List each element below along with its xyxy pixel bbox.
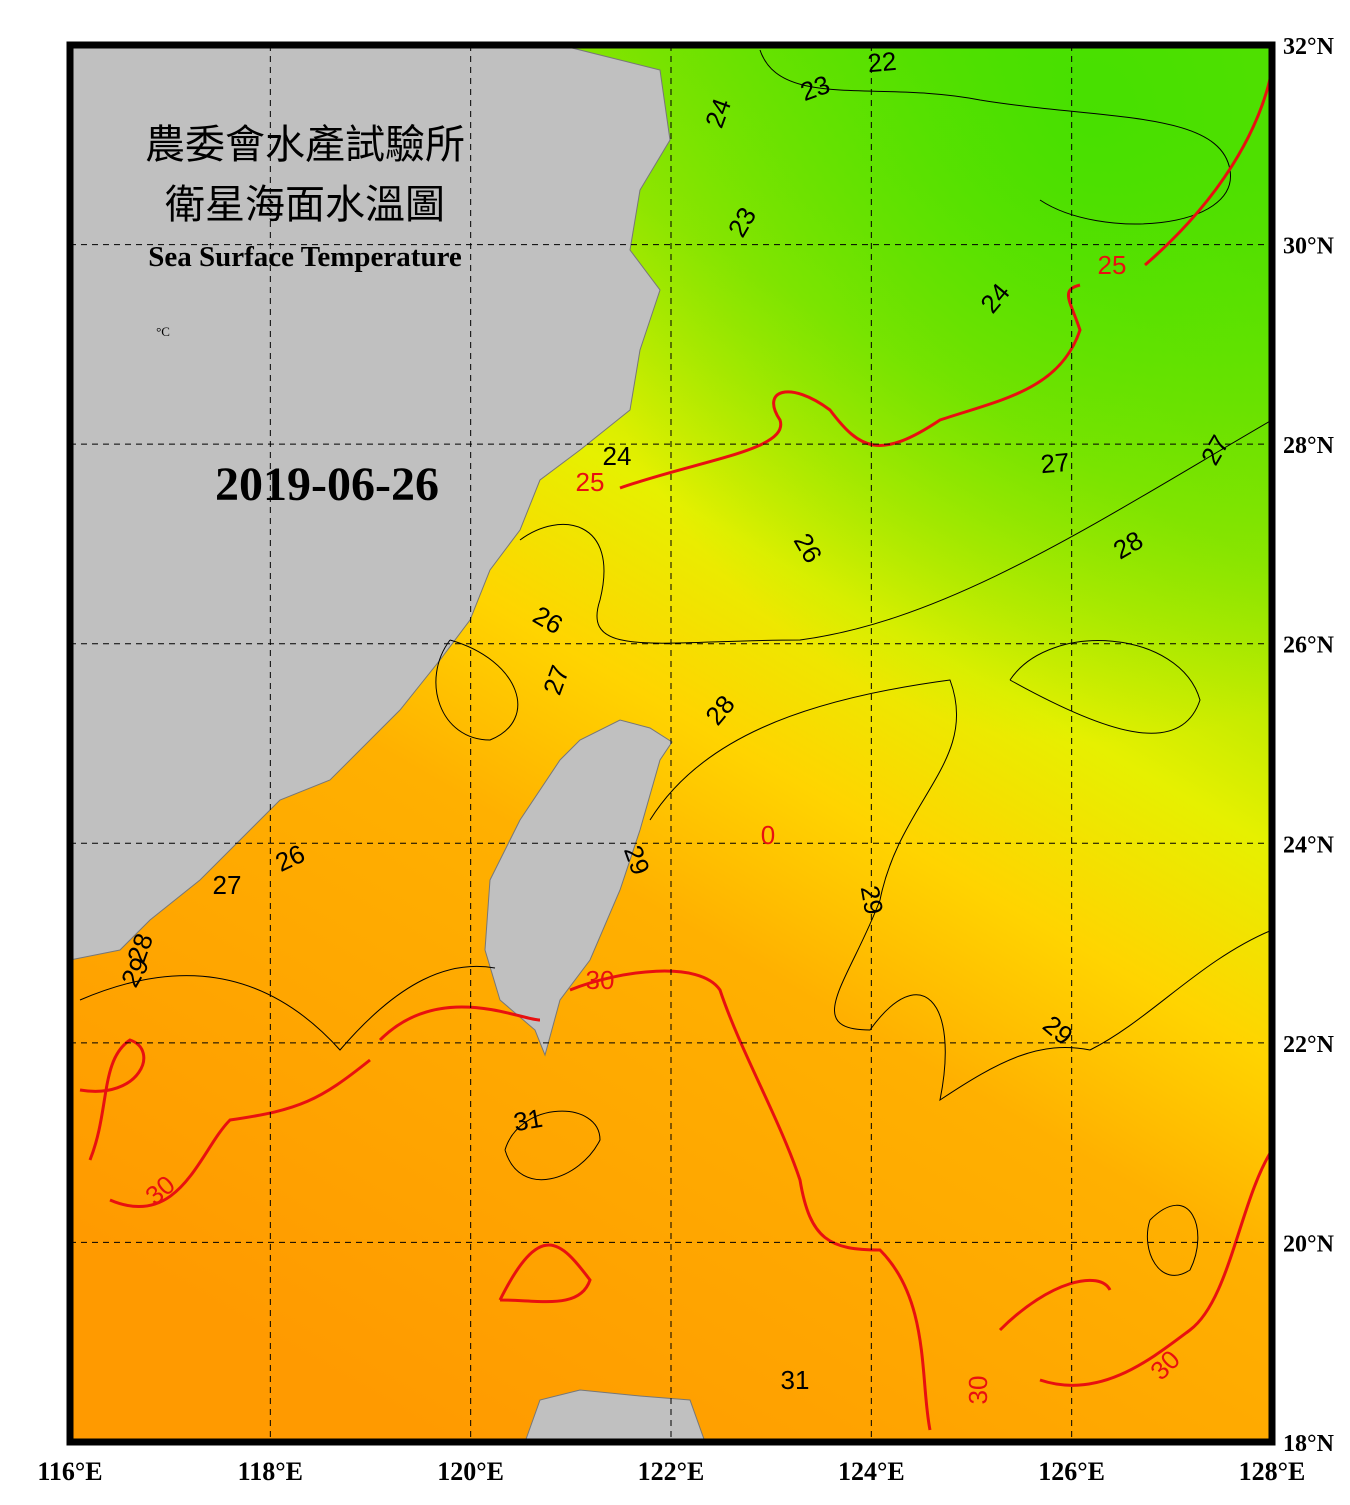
x-tick-label: 128°E <box>1239 1457 1306 1486</box>
contour-label: 25 <box>1098 250 1127 280</box>
colorbar-unit: °C <box>156 324 170 339</box>
contour-line <box>619 69 1272 490</box>
contour-line <box>649 679 1272 1102</box>
contours <box>79 49 1272 1276</box>
contour-line <box>435 639 519 741</box>
x-tick-label: 124°E <box>838 1457 905 1486</box>
x-tick-label: 118°E <box>238 1457 303 1486</box>
contour-label: 24 <box>603 441 632 471</box>
contour-label: 31 <box>511 1103 545 1138</box>
contour-line <box>79 965 496 1051</box>
y-tick-label: 26°N <box>1283 633 1335 659</box>
contour-line <box>79 1038 371 1209</box>
title-en: Sea Surface Temperature <box>148 241 462 273</box>
x-tick-label: 116°E <box>37 1457 102 1486</box>
x-tick-label: 122°E <box>638 1457 705 1486</box>
y-tick-label: 20°N <box>1283 1231 1335 1257</box>
contour-label: 30 <box>586 965 615 995</box>
y-tick-label: 18°N <box>1283 1431 1335 1457</box>
y-tick-label: 30°N <box>1283 234 1335 260</box>
x-tick-label: 120°E <box>437 1457 504 1486</box>
contour-line <box>378 969 932 1431</box>
contours-red <box>79 69 1272 1431</box>
contour-label: 29 <box>855 883 890 917</box>
land-china <box>70 45 671 961</box>
land-taiwan <box>484 719 673 1057</box>
contour-label: 25 <box>576 467 605 497</box>
title-zh-1: 農委會水產試驗所 <box>145 122 465 167</box>
land-luzon <box>524 1389 706 1442</box>
contour-line <box>1146 1204 1199 1276</box>
x-tick-label: 126°E <box>1038 1457 1105 1486</box>
y-tick-label: 24°N <box>1283 832 1335 858</box>
contour-label: 22 <box>866 46 897 78</box>
contour-line <box>1009 640 1201 734</box>
contour-label: 31 <box>781 1365 810 1395</box>
map-frame <box>66 41 1276 1446</box>
contour-label: 27 <box>213 870 242 900</box>
contour-label: 27 <box>1039 447 1070 479</box>
y-tick-label: 22°N <box>1283 1032 1335 1058</box>
contour-line <box>504 1110 601 1180</box>
contour-line <box>759 49 1231 225</box>
y-tick-label: 32°N <box>1283 34 1335 60</box>
contour-label: 0 <box>761 820 775 850</box>
contour-label: 30 <box>963 1376 993 1405</box>
date: 2019-06-26 <box>215 458 439 511</box>
contour-line <box>498 1149 1272 1387</box>
contour-line <box>519 419 1272 644</box>
y-tick-label: 28°N <box>1283 433 1335 459</box>
title-zh-2: 衛星海面水溫圖 <box>165 182 445 227</box>
